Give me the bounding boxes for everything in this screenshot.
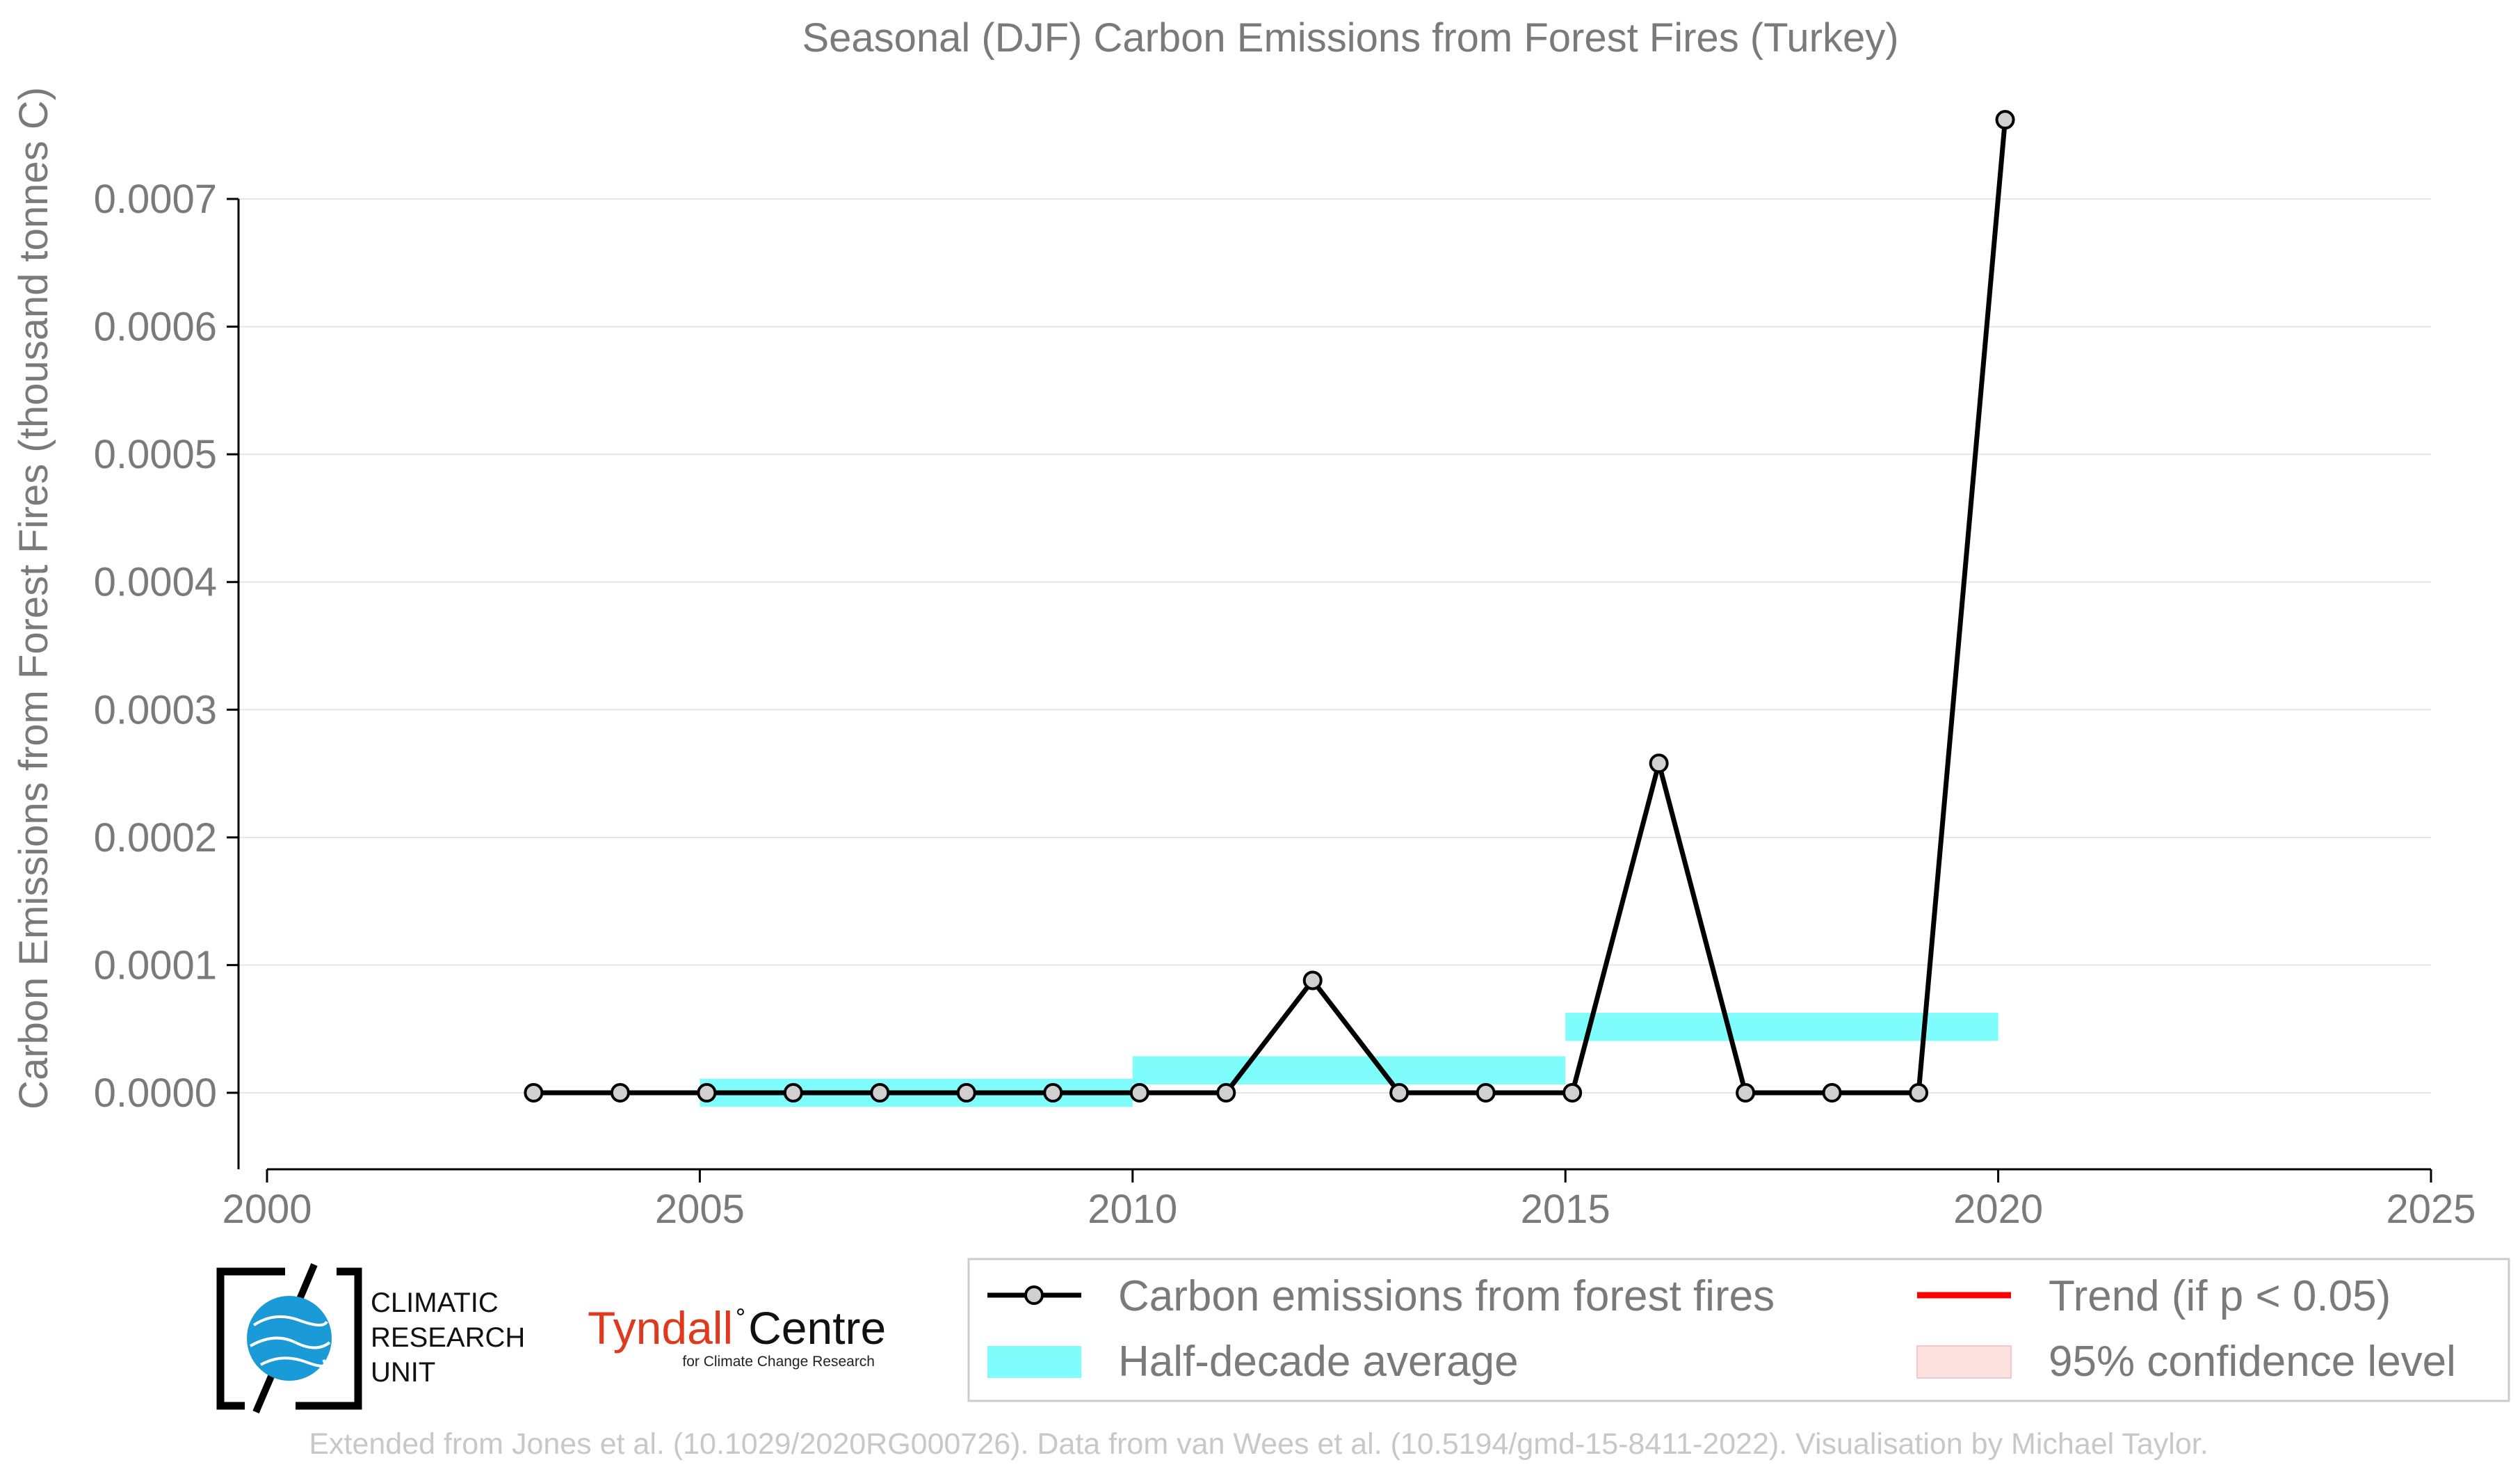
chart-title: Seasonal (DJF) Carbon Emissions from For… — [802, 15, 1898, 61]
legend-swatch-confidence — [1916, 1345, 2012, 1379]
y-tick-label: 0.0003 — [94, 687, 217, 732]
x-tick-label: 2025 — [2386, 1187, 2475, 1232]
legend: Carbon emissions from forest fires Half-… — [967, 1258, 2510, 1402]
y-axis-label: Carbon Emissions from Forest Fires (thou… — [11, 87, 56, 1109]
half-decade-band — [1565, 1013, 1998, 1041]
y-tick-label: 0.0002 — [94, 815, 217, 860]
cru-logo-bracket-left — [216, 1267, 285, 1410]
legend-label-emissions: Carbon emissions from forest fires — [1118, 1272, 1775, 1320]
y-tick-label: 0.0005 — [94, 432, 217, 477]
data-point — [1562, 1083, 1583, 1103]
globe-icon-swirl-1 — [252, 1315, 328, 1326]
y-tick-label: 0.0007 — [94, 177, 217, 222]
cru-logo-line-1: CLIMATIC — [371, 1288, 499, 1318]
y-tick-label: 0.0001 — [94, 943, 217, 988]
data-point — [610, 1083, 630, 1103]
legend-label-trend: Trend (if p < 0.05) — [2049, 1272, 2391, 1320]
legend-frame — [967, 1258, 2510, 1402]
tyndall-logo: Tyndall Centre for Climate Change Researc… — [588, 1302, 886, 1370]
degree-mark-icon — [737, 1308, 744, 1315]
cru-logo-line-3: UNIT — [371, 1357, 435, 1388]
x-tick-label: 2000 — [222, 1187, 312, 1232]
tyndall-logo-name: Tyndall — [588, 1302, 733, 1354]
legend-label-confidence: 95% confidence level — [2049, 1338, 2456, 1386]
data-point — [1476, 1083, 1496, 1103]
data-point — [1995, 110, 2015, 130]
footer-credit: Extended from Jones et al. (10.1029/2020… — [309, 1427, 2208, 1461]
data-point — [1216, 1083, 1236, 1103]
y-tick-label: 0.0006 — [94, 305, 217, 350]
legend-label-half-decade: Half-decade average — [1118, 1338, 1519, 1386]
data-point — [1043, 1083, 1063, 1103]
data-point — [1649, 753, 1669, 773]
data-point — [1389, 1083, 1410, 1103]
x-ticks: 2000 2005 2010 2015 2020 2025 — [222, 1169, 2476, 1232]
data-point — [1129, 1083, 1149, 1103]
globe-icon — [247, 1296, 332, 1381]
globe-icon-swirl-3 — [260, 1356, 327, 1368]
x-tick-label: 2005 — [655, 1187, 745, 1232]
globe-icon-swirl-2 — [250, 1336, 331, 1349]
y-tick-label: 0.0004 — [94, 560, 217, 605]
data-point — [956, 1083, 976, 1103]
tyndall-logo-title: Tyndall Centre — [588, 1302, 886, 1354]
series-line — [533, 119, 2008, 1096]
data-point — [524, 1083, 544, 1103]
series-carbon-emissions — [524, 110, 2015, 1103]
cru-logo-bracket-right — [296, 1267, 362, 1410]
legend-swatch-half-decade — [987, 1346, 1081, 1378]
cru-logo: CLIMATIC RESEARCH UNIT — [216, 1263, 525, 1413]
y-ticks: 0.0000 0.0001 0.0002 0.0003 0.0004 0.0005 0.00… — [94, 177, 239, 1116]
axes — [237, 199, 2431, 1171]
gridlines — [239, 198, 2431, 1093]
data-point — [1822, 1083, 1842, 1103]
legend-swatch-emissions-marker — [1024, 1285, 1044, 1305]
data-point — [1302, 970, 1323, 991]
data-point — [783, 1083, 803, 1103]
x-tick-label: 2020 — [1953, 1187, 2043, 1232]
data-point — [1909, 1083, 1929, 1103]
data-point — [697, 1083, 717, 1103]
cru-logo-line-2: RESEARCH — [371, 1322, 525, 1353]
tyndall-logo-centre: Centre — [748, 1302, 886, 1354]
data-point — [870, 1083, 890, 1103]
tyndall-logo-subtitle: for Climate Change Research — [682, 1354, 875, 1370]
data-point — [1736, 1083, 1756, 1103]
half-decade-band — [1132, 1056, 1566, 1084]
x-tick-label: 2010 — [1088, 1187, 1177, 1232]
x-tick-label: 2015 — [1521, 1187, 1610, 1232]
y-tick-label: 0.0000 — [94, 1071, 217, 1116]
